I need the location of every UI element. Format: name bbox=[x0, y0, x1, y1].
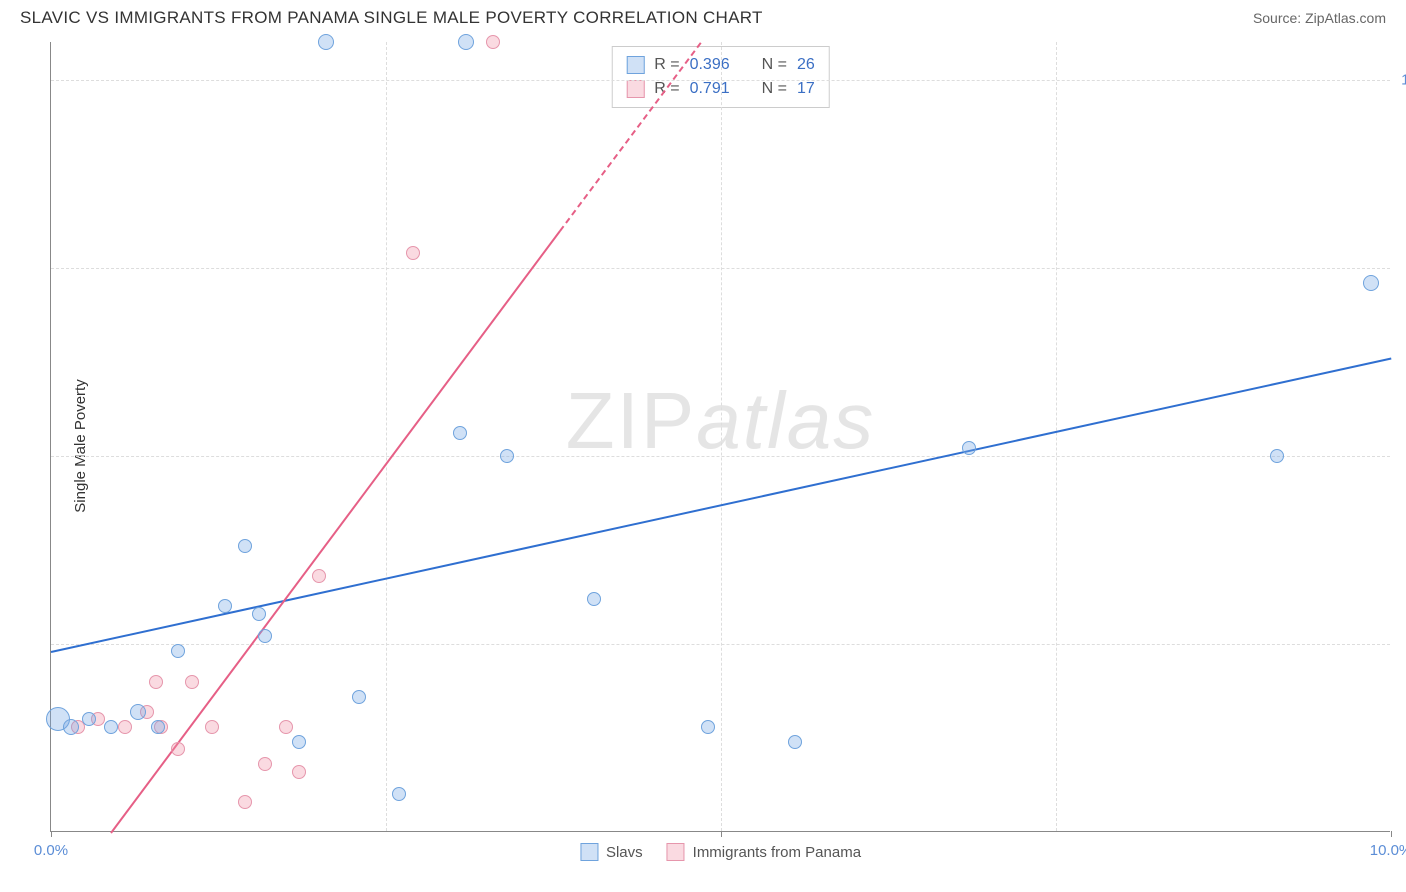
xtick bbox=[1391, 831, 1392, 837]
data-point-slavs bbox=[453, 426, 467, 440]
legend-item-panama: Immigrants from Panama bbox=[667, 843, 861, 861]
r-value-slavs: 0.396 bbox=[690, 53, 730, 77]
watermark-atlas: atlas bbox=[696, 376, 875, 465]
swatch-slavs-icon bbox=[626, 56, 644, 74]
source-link[interactable]: ZipAtlas.com bbox=[1305, 10, 1386, 26]
watermark-zip: ZIP bbox=[566, 376, 696, 465]
data-point-panama bbox=[406, 246, 420, 260]
scatter-chart: ZIPatlas R = 0.396 N = 26 R = 0.791 N = … bbox=[50, 42, 1390, 832]
data-point-slavs bbox=[392, 787, 406, 801]
data-point-panama bbox=[171, 742, 185, 756]
xtick bbox=[51, 831, 52, 837]
legend: Slavs Immigrants from Panama bbox=[580, 843, 861, 861]
data-point-slavs bbox=[104, 720, 118, 734]
data-point-panama bbox=[486, 35, 500, 49]
data-point-panama bbox=[258, 757, 272, 771]
data-point-slavs bbox=[292, 735, 306, 749]
xtick-label: 10.0% bbox=[1370, 842, 1406, 859]
data-point-slavs bbox=[151, 720, 165, 734]
legend-label-slavs: Slavs bbox=[606, 844, 643, 861]
data-point-slavs bbox=[500, 449, 514, 463]
data-point-panama bbox=[118, 720, 132, 734]
data-point-slavs bbox=[63, 719, 79, 735]
data-point-panama bbox=[185, 675, 199, 689]
legend-swatch-panama-icon bbox=[667, 843, 685, 861]
data-point-slavs bbox=[788, 735, 802, 749]
gridline-v bbox=[386, 42, 387, 831]
swatch-panama-icon bbox=[626, 80, 644, 98]
data-point-slavs bbox=[238, 539, 252, 553]
data-point-slavs bbox=[458, 34, 474, 50]
data-point-panama bbox=[279, 720, 293, 734]
data-point-panama bbox=[149, 675, 163, 689]
legend-swatch-slavs-icon bbox=[580, 843, 598, 861]
n-label: N = bbox=[762, 53, 787, 77]
chart-header: SLAVIC VS IMMIGRANTS FROM PANAMA SINGLE … bbox=[0, 0, 1406, 32]
xtick bbox=[721, 831, 722, 837]
gridline-v bbox=[721, 42, 722, 831]
data-point-panama bbox=[292, 765, 306, 779]
data-point-slavs bbox=[82, 712, 96, 726]
source-prefix: Source: bbox=[1253, 10, 1305, 26]
gridline-v bbox=[1056, 42, 1057, 831]
data-point-slavs bbox=[1363, 275, 1379, 291]
data-point-slavs bbox=[258, 629, 272, 643]
source-attribution: Source: ZipAtlas.com bbox=[1253, 10, 1386, 26]
data-point-slavs bbox=[218, 599, 232, 613]
n-value-slavs: 26 bbox=[797, 53, 815, 77]
data-point-slavs bbox=[701, 720, 715, 734]
data-point-slavs bbox=[252, 607, 266, 621]
chart-title: SLAVIC VS IMMIGRANTS FROM PANAMA SINGLE … bbox=[20, 8, 763, 28]
data-point-slavs bbox=[352, 690, 366, 704]
data-point-panama bbox=[205, 720, 219, 734]
ytick-label: 100.0% bbox=[1401, 71, 1406, 88]
legend-label-panama: Immigrants from Panama bbox=[693, 844, 861, 861]
xtick-label: 0.0% bbox=[34, 842, 68, 859]
data-point-panama bbox=[238, 795, 252, 809]
data-point-slavs bbox=[130, 704, 146, 720]
data-point-slavs bbox=[962, 441, 976, 455]
data-point-slavs bbox=[587, 592, 601, 606]
data-point-slavs bbox=[318, 34, 334, 50]
legend-item-slavs: Slavs bbox=[580, 843, 643, 861]
data-point-slavs bbox=[171, 644, 185, 658]
data-point-panama bbox=[312, 569, 326, 583]
data-point-slavs bbox=[1270, 449, 1284, 463]
